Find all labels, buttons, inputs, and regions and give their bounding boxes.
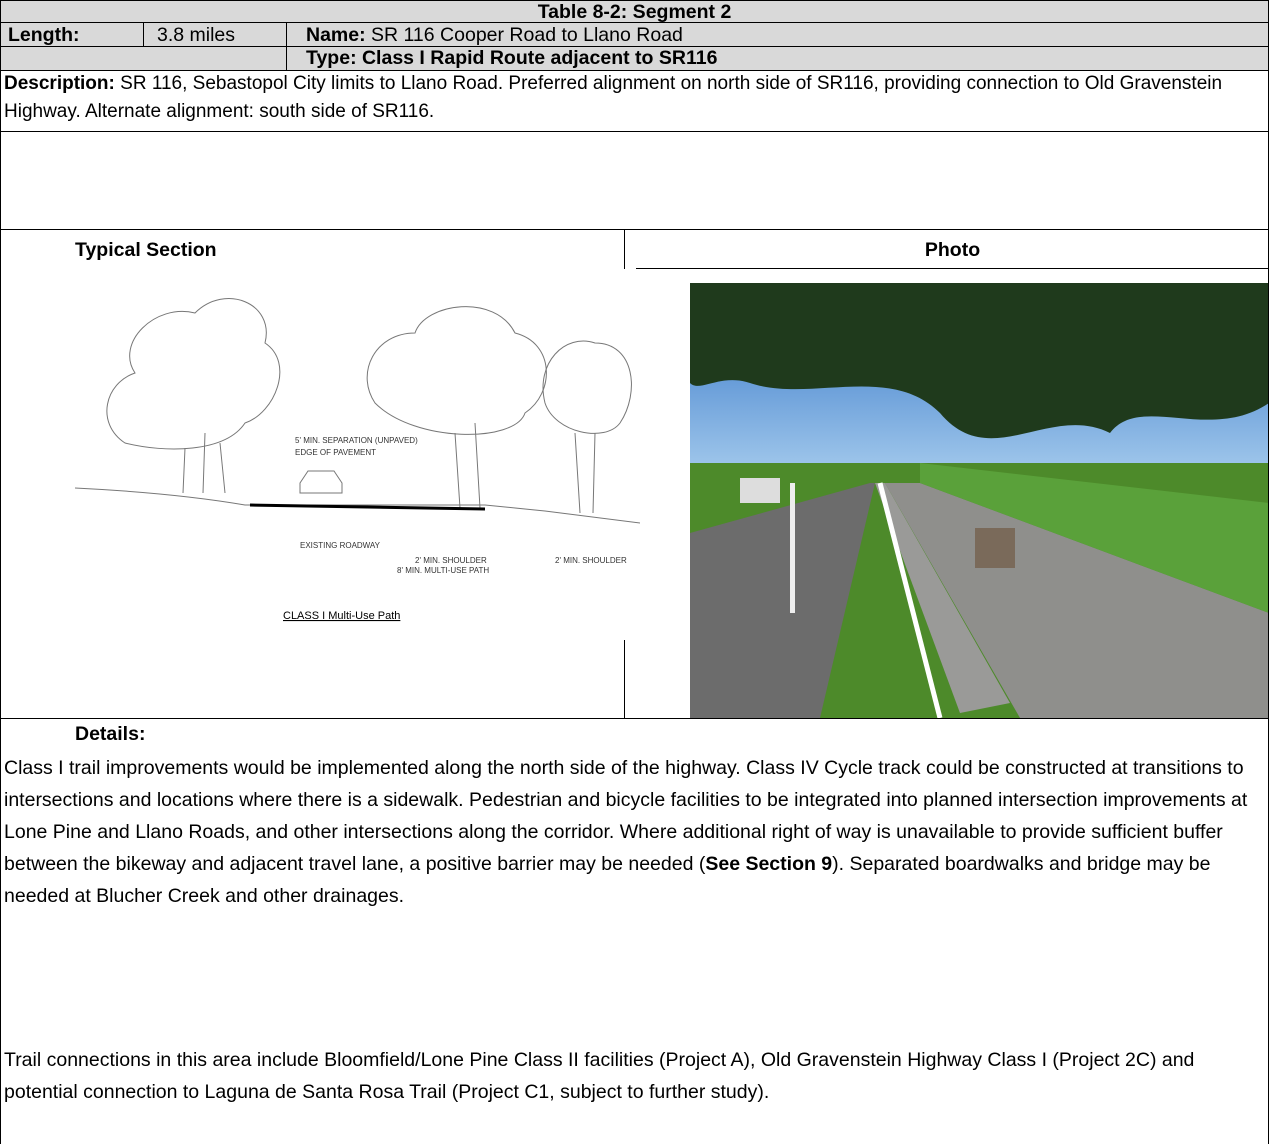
diagram-caption: CLASS I Multi-Use Path [283, 610, 400, 622]
details-paragraph: Class I trail improvements would be impl… [4, 752, 1266, 912]
rule [143, 22, 144, 46]
description-text: SR 116, Sebastopol City limits to Llano … [4, 73, 1223, 122]
table-title: Table 8-2: Segment 2 [537, 1, 732, 23]
photo [690, 283, 1269, 718]
name-label: Name: [306, 24, 366, 46]
details-paragraph: Trail connections in this area include B… [4, 1044, 1266, 1108]
diagram-label: 2' MIN. SHOULDER [555, 556, 627, 565]
text: Class I trail improvements would be impl… [4, 757, 1248, 875]
rule [0, 70, 1269, 71]
length-label: Length: [8, 24, 80, 46]
header-shade [0, 0, 1269, 70]
length-value: 3.8 miles [157, 24, 236, 46]
segment-type: Type: Class I Rapid Route adjacent to SR… [306, 47, 718, 69]
text: Trail connections in this area include B… [4, 1049, 1195, 1103]
text: See Section 9 [705, 853, 833, 875]
typical-section-drawing: 5' MIN. SEPARATION (UNPAVED) EDGE OF PAV… [75, 298, 640, 622]
rule [0, 229, 1269, 230]
photo-header: Photo [924, 239, 981, 261]
rule [0, 0, 1, 1144]
rule [0, 46, 1269, 47]
diagram-label: 5' MIN. SEPARATION (UNPAVED) [295, 436, 418, 445]
rule [0, 718, 1269, 719]
description-label: Description: [4, 73, 115, 94]
diagram-label: 2' MIN. SHOULDER [415, 556, 487, 565]
rule [624, 640, 625, 718]
name-value: SR 116 Cooper Road to Llano Road [371, 24, 683, 46]
segment-name: Name: SR 116 Cooper Road to Llano Road [306, 23, 683, 47]
section-header: Typical Section [75, 239, 217, 261]
rule [0, 22, 1269, 23]
diagram-label: EDGE OF PAVEMENT [295, 448, 376, 457]
rule [0, 131, 1269, 132]
rule [624, 229, 625, 269]
diagram-label: 8' MIN. MULTI-USE PATH [397, 566, 489, 575]
text: ). Separated boardwalks and bridge may b… [4, 853, 1211, 907]
rule [636, 268, 1269, 269]
rule [0, 0, 1269, 1]
diagram-label: EXISTING ROADWAY [300, 541, 381, 550]
rule [286, 22, 287, 70]
details-label: Details: [75, 723, 146, 745]
description: Description: SR 116, Sebastopol City lim… [4, 70, 1266, 126]
